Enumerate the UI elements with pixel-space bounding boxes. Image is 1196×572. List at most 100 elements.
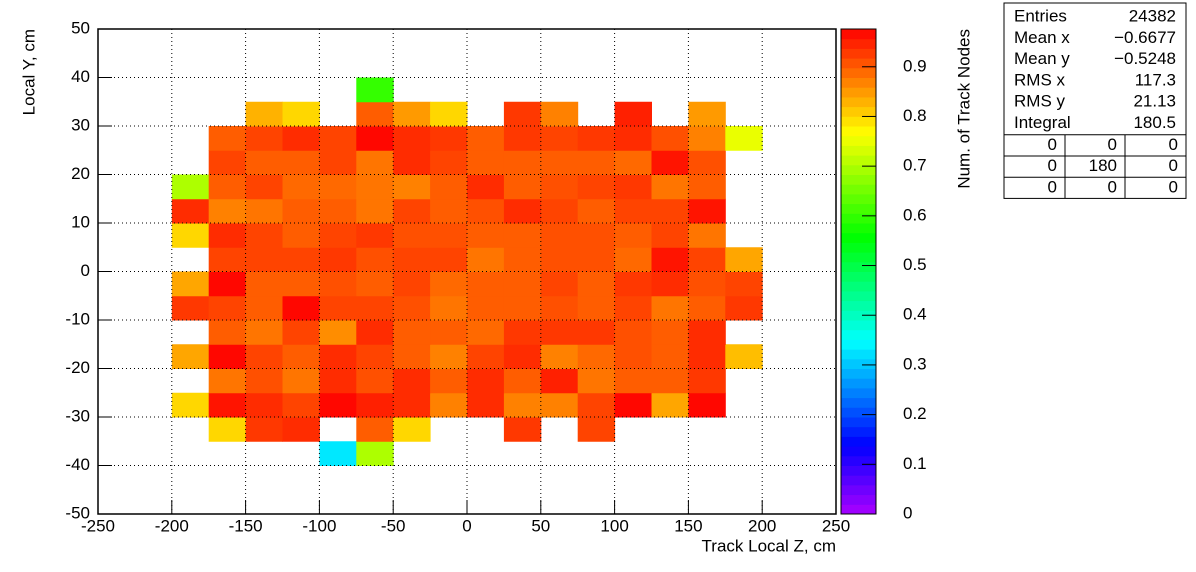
heatmap-cell [319,126,357,151]
colorbar-tick-label: 0.5 [903,255,927,274]
stats-cell: 0 [1108,177,1117,196]
colorbar-swatch [841,349,876,360]
colorbar-swatch [841,126,876,137]
heatmap-cell [356,344,394,369]
heatmap-cell [356,295,394,321]
heatmap-cell [540,271,579,297]
heatmap-cell [356,101,394,127]
heatmap-cell [540,247,579,272]
heatmap-cell [688,295,726,321]
heatmap-cell [282,247,320,272]
colorbar-swatch [841,155,876,166]
colorbar-swatch [841,184,876,195]
colorbar-swatch [841,475,876,486]
stats-label: Entries [1014,6,1067,25]
heatmap-cell [688,126,726,151]
heatmap-cell [614,271,652,297]
colorbar-swatch [841,193,876,205]
colorbar-swatch [841,223,876,234]
colorbar-swatch [841,290,876,302]
heatmap-cell [430,198,468,224]
heatmap-cell [503,223,542,248]
heatmap-cell [282,368,320,394]
stats-box: Entries 24382 Mean x −0.6677 Mean y −0.5248 RM… [1003,2,1187,199]
heatmap-cell [725,247,763,272]
stats-cell: 0 [1169,156,1178,175]
heatmap-cell [467,198,505,224]
heatmap-cell [430,271,468,297]
heatmap-cell [319,223,357,248]
y-tick-label: -20 [65,358,90,377]
heatmap-cell [356,150,394,175]
x-tick-label: 200 [748,516,776,535]
heatmap-cell [282,126,320,151]
x-tick-label: -250 [81,516,115,535]
heatmap-cell [614,174,652,200]
heatmap-cell [171,174,210,200]
heatmap-cell [614,344,652,369]
heatmap-cell [614,101,652,127]
heatmap-cell [430,223,468,248]
heatmap-cell [651,223,689,248]
heatmap-cell [245,295,283,321]
x-tick-label: -100 [302,516,336,535]
heatmap-cell [467,320,505,345]
heatmap-cell [393,198,431,224]
heatmap-cell [282,223,320,248]
x-tick-label: 50 [531,516,550,535]
heatmap-cell [171,295,210,321]
stats-cell: 180 [1089,156,1117,175]
heatmap-cell [651,320,689,345]
stats-cell: 0 [1169,177,1178,196]
colorbar-swatch [841,455,876,466]
colorbar-swatch [841,145,876,156]
colorbar-swatch [841,368,876,379]
heatmap-cell [430,368,468,394]
heatmap-cell [356,223,394,248]
heatmap-cell [245,174,283,200]
heatmap-cell [208,392,247,418]
heatmap-cell [614,295,652,321]
stats-label: Integral [1014,113,1071,132]
heatmap-cell [540,392,579,418]
heatmap-cell [540,198,579,224]
stats-frame [1003,2,1187,199]
colorbar-tick-label: 0.6 [903,205,927,224]
colorbar-swatch [841,96,876,108]
x-tick-label: 150 [674,516,702,535]
colorbar-swatch [841,271,876,282]
colorbar-tick-label: 0.4 [903,305,927,324]
colorbar-swatch [841,281,876,292]
heatmap-cell [245,126,283,151]
heatmap-cell [208,295,247,321]
heatmap-cell [503,247,542,272]
colorbar-swatch [841,339,876,350]
heatmap-cell [282,150,320,175]
heatmap-cell [467,392,505,418]
heatmap-cell [577,344,616,369]
heatmap-cell [577,417,616,442]
heatmap-cell [245,271,283,297]
heatmap-cell [540,344,579,369]
heatmap-cell [208,271,247,297]
y-tick-label: 20 [71,164,90,183]
heatmap-cell [319,368,357,394]
heatmap-cell [688,320,726,345]
heatmap-cell [651,198,689,224]
heatmap-cell [393,150,431,175]
x-tick-label: -150 [229,516,263,535]
heatmap-cell [577,223,616,248]
heatmap-cell [614,223,652,248]
heatmap-cell [503,368,542,394]
x-axis-title: Track Local Z, cm [702,536,836,555]
heatmap-cell [577,126,616,151]
heatmap-cell [208,417,247,442]
heatmap-cell [319,174,357,200]
heatmap-cell [393,101,431,127]
heatmap-cell [208,320,247,345]
y-tick-label: 50 [71,18,90,37]
colorbar-swatch [841,329,876,340]
colorbar-swatch [841,77,876,88]
heatmap-cell [282,271,320,297]
heatmap-cell [467,295,505,321]
